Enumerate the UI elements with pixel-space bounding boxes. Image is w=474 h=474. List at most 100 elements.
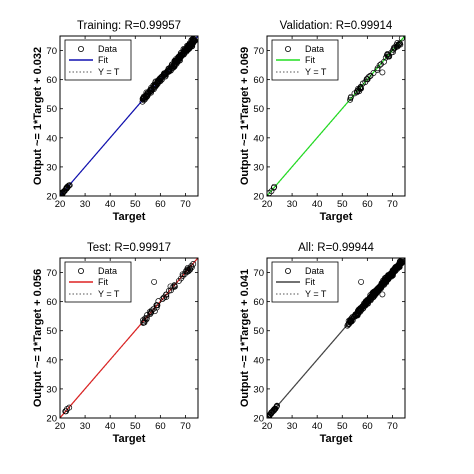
data-point [374, 286, 380, 293]
y-tick-label: 20 [46, 414, 57, 425]
y-tick-label: 40 [46, 133, 57, 144]
y-tick-label: 30 [253, 162, 264, 173]
x-tick-label: 20 [262, 199, 273, 210]
data-point [147, 311, 154, 317]
data-point [163, 293, 170, 300]
data-point [392, 265, 399, 272]
x-tick-label: 50 [130, 199, 141, 210]
x-tick-label: 50 [337, 199, 348, 210]
data-point [143, 316, 150, 323]
y-tick-label: 50 [253, 104, 264, 115]
axes-frame [59, 35, 199, 197]
y-tick-label: 60 [253, 297, 264, 308]
x-tick-label: 20 [55, 421, 66, 432]
x-tick-label: 50 [130, 421, 141, 432]
legend-marker-data [78, 46, 85, 53]
data-point [161, 70, 168, 77]
y-tick-label: 70 [253, 46, 264, 57]
data-point [385, 51, 392, 58]
y-tick-label: 40 [253, 133, 264, 144]
data-point [271, 183, 278, 190]
data-point [350, 313, 357, 320]
axes-frame [266, 257, 406, 419]
legend-label: Y = T [305, 67, 327, 77]
data-point [376, 62, 383, 69]
data-point [389, 271, 396, 278]
y-tick-label: 30 [253, 384, 264, 395]
data-point [389, 272, 396, 279]
y-tick-label: 70 [46, 46, 57, 57]
x-axis-label: Target [113, 433, 146, 445]
y-tick-label: 20 [253, 414, 264, 425]
data-point [348, 318, 355, 325]
data-point [372, 287, 379, 294]
axes-frame [59, 257, 199, 419]
y-axis-label: Output ~= 1*Target + 0.032 [32, 47, 44, 185]
data-point [367, 72, 374, 79]
data-point [60, 191, 65, 196]
data-point [347, 316, 353, 323]
x-tick-label: 30 [80, 199, 91, 210]
y-tick-label: 60 [46, 297, 57, 308]
subplot-3: 20 30 40 50 60 70 20 30 40 50 60 70 Test: R=0.99917 T… [32, 242, 199, 445]
y-tick-label: 50 [46, 326, 57, 337]
data-point [189, 38, 196, 45]
data-point [190, 261, 197, 267]
data-point [396, 40, 403, 47]
data-point [374, 66, 381, 73]
data-point [358, 278, 365, 285]
data-point [358, 307, 365, 313]
data-point [188, 263, 195, 269]
data-point [175, 277, 182, 284]
data-point [153, 302, 160, 309]
data-point [385, 272, 392, 279]
data-point [153, 304, 160, 311]
legend-marker-data [284, 267, 291, 274]
legend-label: Y = T [98, 67, 120, 77]
data-point [152, 78, 159, 85]
x-axis-label: Target [320, 433, 353, 445]
data-point [360, 305, 366, 312]
fit-line [267, 36, 405, 196]
data-point [269, 409, 276, 416]
data-point [181, 46, 188, 53]
data-point [363, 76, 370, 83]
data-point [165, 65, 172, 72]
data-points [62, 261, 197, 415]
data-point [398, 36, 405, 42]
data-point [63, 408, 69, 415]
y-tick-label: 30 [46, 162, 57, 173]
legend-label: Fit [305, 277, 315, 287]
y-tick-label: 60 [46, 75, 57, 86]
data-point [144, 312, 150, 319]
chart-title: All: R=0.99944 [298, 242, 374, 254]
x-axis-label: Target [320, 211, 353, 223]
data-point [167, 287, 174, 294]
data-point [397, 259, 404, 266]
x-tick-label: 70 [387, 199, 398, 210]
x-axis-label: Target [113, 211, 146, 223]
legend-label: Data [98, 44, 117, 54]
y-tick-label: 50 [253, 326, 264, 337]
data-point [354, 88, 360, 95]
data-point [174, 59, 181, 66]
y-tick-label: 20 [46, 192, 57, 203]
chart-title: Training: R=0.99957 [77, 20, 181, 32]
data-point [379, 279, 386, 286]
y-tick-label: 40 [46, 355, 57, 366]
legend-label: Fit [98, 277, 108, 287]
data-point [347, 94, 354, 101]
data-point [358, 85, 364, 92]
y-tick-label: 70 [46, 268, 57, 279]
x-tick-label: 70 [180, 421, 191, 432]
chart-title: Test: R=0.99917 [87, 242, 171, 254]
data-point [163, 291, 170, 298]
data-point [369, 292, 376, 299]
subplot-1: 20 30 40 50 60 70 20 30 40 50 60 70 Training: R=0.99… [32, 20, 199, 223]
y-tick-label: 70 [253, 268, 264, 279]
data-point [379, 291, 386, 298]
